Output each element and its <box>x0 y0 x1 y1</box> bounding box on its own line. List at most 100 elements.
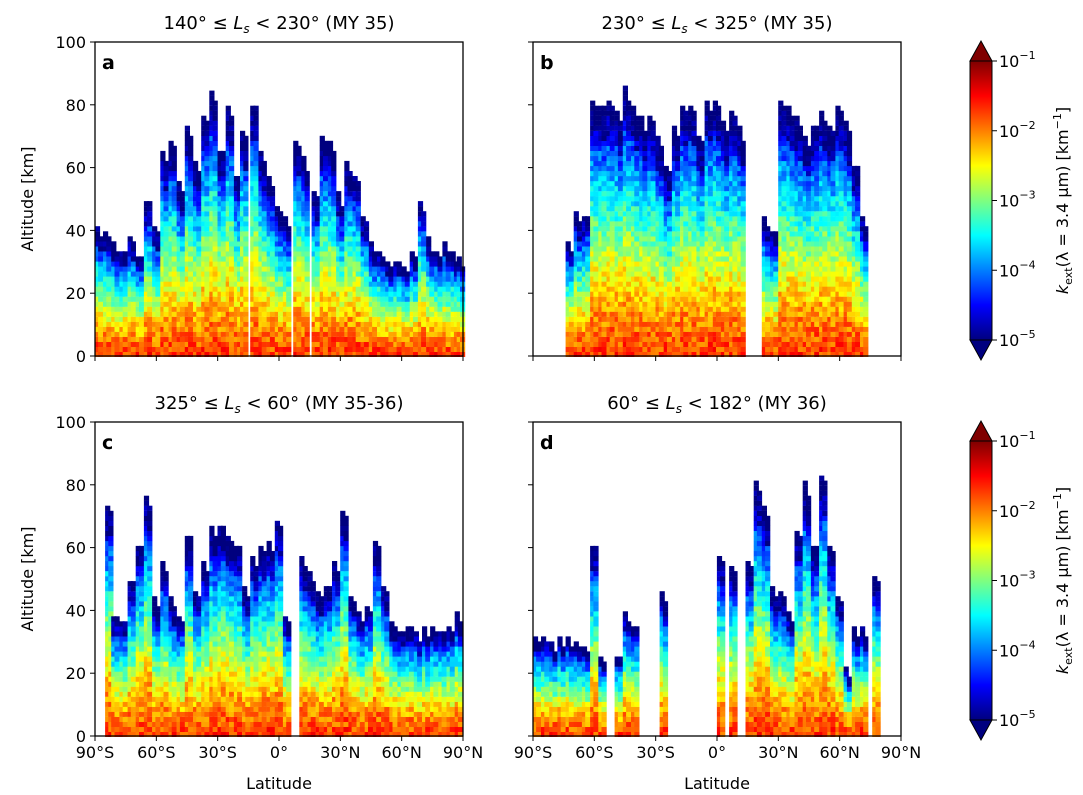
data-point <box>639 196 645 202</box>
data-point <box>429 281 435 287</box>
data-point <box>360 321 366 327</box>
data-point <box>639 221 645 227</box>
data-point <box>647 226 653 232</box>
data-point <box>634 165 640 172</box>
data-point <box>650 211 656 217</box>
data-point <box>168 206 174 212</box>
data-point <box>626 261 632 267</box>
data-point <box>196 286 202 292</box>
data-point <box>417 216 424 222</box>
data-point <box>331 301 337 307</box>
data-point <box>184 135 190 141</box>
data-point <box>282 341 289 347</box>
data-point <box>250 216 256 222</box>
data-point <box>261 316 267 322</box>
data-point <box>250 140 256 146</box>
data-point <box>331 281 337 287</box>
data-point <box>240 150 246 157</box>
data-point <box>240 231 246 237</box>
data-point <box>740 346 746 352</box>
data-point <box>135 271 141 277</box>
data-point <box>671 145 678 151</box>
data-point <box>606 251 612 257</box>
data-point <box>456 276 462 282</box>
data-point <box>250 125 256 131</box>
data-point <box>377 311 383 317</box>
data-point <box>327 216 334 222</box>
data-point <box>331 286 337 292</box>
data-point <box>761 226 767 232</box>
data-point <box>212 211 218 217</box>
data-point <box>106 346 112 352</box>
data-point <box>212 176 218 182</box>
data-point <box>590 246 596 252</box>
data-point <box>188 226 194 232</box>
data-point <box>585 246 591 252</box>
data-point <box>327 276 334 282</box>
data-point <box>193 301 199 307</box>
data-point <box>143 336 150 342</box>
data-point <box>304 246 310 252</box>
data-point <box>712 120 718 126</box>
data-point <box>253 130 259 136</box>
data-point <box>286 226 292 232</box>
data-point <box>655 216 661 222</box>
data-point <box>331 171 337 177</box>
data-point <box>352 211 358 217</box>
data-point <box>417 321 424 327</box>
data-point <box>770 341 776 347</box>
data-point <box>593 115 599 121</box>
data-point <box>437 331 443 337</box>
data-point <box>617 341 624 347</box>
data-point <box>282 261 289 267</box>
data-point <box>609 301 615 307</box>
data-point <box>220 276 226 282</box>
data-point <box>355 321 361 327</box>
data-point <box>704 140 710 146</box>
data-point <box>355 291 361 297</box>
data-point <box>301 271 307 277</box>
data-point <box>658 281 664 287</box>
data-point <box>691 306 697 312</box>
data-point <box>573 351 579 357</box>
data-point <box>377 306 383 312</box>
data-point <box>314 206 320 212</box>
data-point <box>598 150 604 157</box>
data-point <box>296 276 302 282</box>
data-point <box>770 316 776 322</box>
data-point <box>598 115 604 121</box>
data-point <box>712 286 718 292</box>
data-point <box>740 316 746 322</box>
data-point <box>139 346 145 352</box>
data-point <box>209 271 215 277</box>
data-point <box>642 246 648 252</box>
data-point <box>184 155 190 162</box>
data-point <box>740 160 746 167</box>
data-point <box>220 291 226 297</box>
data-point <box>724 341 730 347</box>
data-point <box>385 281 391 287</box>
data-point <box>119 351 125 357</box>
data-point <box>609 176 615 182</box>
data-point <box>278 291 284 297</box>
data-point <box>127 256 133 262</box>
data-point <box>614 186 620 192</box>
data-point <box>606 196 612 202</box>
data-point <box>212 336 218 342</box>
data-point <box>409 271 415 277</box>
data-point <box>155 336 161 342</box>
data-point <box>184 341 190 347</box>
data-point <box>233 226 240 232</box>
data-point <box>593 301 599 307</box>
data-point <box>233 186 240 192</box>
data-point <box>282 331 289 337</box>
data-point <box>429 251 435 257</box>
data-point <box>160 196 166 202</box>
data-point <box>135 351 141 357</box>
data-point <box>372 281 378 287</box>
data-point <box>617 281 624 287</box>
data-point <box>377 256 383 262</box>
data-point <box>688 261 694 267</box>
data-point <box>737 351 743 357</box>
data-point <box>286 276 292 282</box>
